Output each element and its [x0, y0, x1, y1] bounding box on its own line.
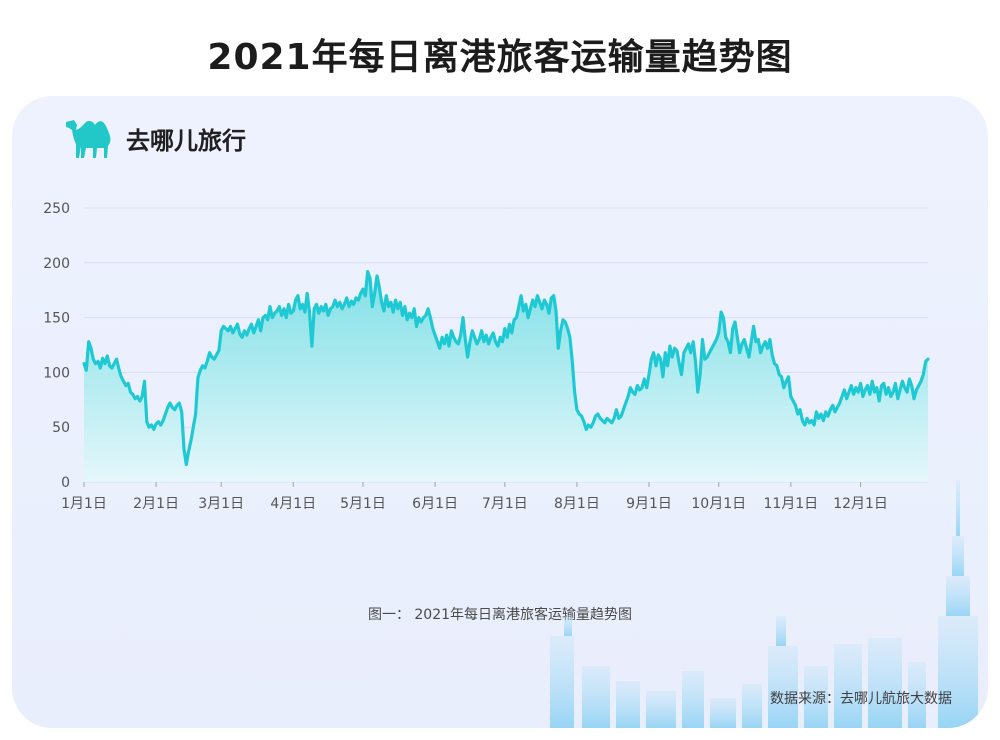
city-skyline-illustration — [550, 480, 978, 728]
page-title: 2021年每日离港旅客运输量趋势图 — [207, 37, 793, 78]
x-tick-label: 6月1日 — [412, 496, 458, 512]
series-line — [82, 270, 930, 467]
camel-icon — [66, 120, 111, 158]
y-tick-label: 100 — [43, 365, 70, 381]
x-tick-label: 11月1日 — [763, 496, 818, 512]
x-tick-label: 1月1日 — [61, 496, 107, 512]
x-tick-label: 12月1日 — [833, 496, 888, 512]
x-tick-label: 9月1日 — [626, 496, 672, 512]
y-tick-label: 250 — [43, 201, 70, 217]
brand-name: 去哪儿旅行 — [126, 126, 246, 155]
series-area-fill — [84, 271, 928, 482]
x-tick-label: 8月1日 — [554, 496, 600, 512]
brand-logo: 去哪儿旅行 — [64, 116, 246, 160]
x-tick-label: 7月1日 — [482, 496, 528, 512]
area-chart: 0 50 100 150 200 250 1月1日 2月1日 3月1日 4月1日 5月1日 6月1日 7… — [43, 201, 930, 512]
x-tick-label: 5月1日 — [340, 496, 386, 512]
y-tick-label: 200 — [43, 256, 70, 272]
data-source: 数据来源：去哪儿航旅大数据 — [770, 691, 952, 707]
x-tick-label: 3月1日 — [198, 496, 244, 512]
chart-card: 去哪儿旅行 0 50 100 150 200 250 1月1日 2月1日 3月1日 4月1日 5月1… — [12, 96, 988, 728]
x-tick-label: 10月1日 — [691, 496, 746, 512]
x-tick-label: 4月1日 — [270, 496, 316, 512]
x-tick-label: 2月1日 — [133, 496, 179, 512]
y-tick-label: 150 — [43, 311, 70, 327]
y-tick-label: 50 — [52, 420, 70, 436]
y-tick-label: 0 — [61, 475, 70, 491]
